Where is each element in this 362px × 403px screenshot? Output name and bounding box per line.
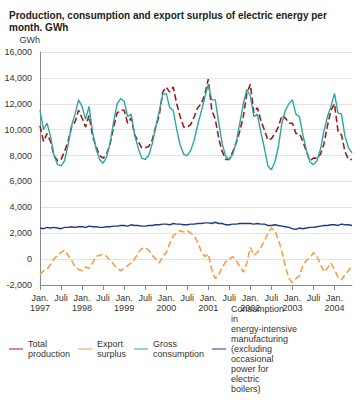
svg-text:Jan.: Jan.: [116, 293, 133, 303]
svg-text:Juli: Juli: [54, 293, 68, 303]
svg-text:Juli: Juli: [307, 293, 321, 303]
svg-text:2,000: 2,000: [9, 228, 32, 238]
svg-text:consumption: consumption: [153, 349, 204, 359]
svg-text:Production, consumption and ex: Production, consumption and export surpl…: [9, 10, 330, 21]
svg-text:in: in: [231, 314, 238, 324]
svg-text:6,000: 6,000: [9, 176, 32, 186]
svg-text:2000: 2000: [156, 303, 176, 313]
svg-text:Jan.: Jan.: [31, 293, 48, 303]
svg-text:production: production: [28, 349, 70, 359]
svg-text:12,000: 12,000: [4, 99, 32, 109]
svg-text:2001: 2001: [198, 303, 218, 313]
svg-text:Juli: Juli: [265, 293, 279, 303]
svg-text:8,000: 8,000: [9, 151, 32, 161]
svg-text:Gross: Gross: [153, 339, 178, 349]
svg-text:Jan.: Jan.: [326, 293, 343, 303]
svg-text:1997: 1997: [30, 303, 50, 313]
svg-text:1999: 1999: [114, 303, 134, 313]
svg-text:energy-intensive: energy-intensive: [231, 324, 297, 334]
svg-text:10,000: 10,000: [4, 125, 32, 135]
svg-text:2004: 2004: [324, 303, 344, 313]
svg-text:power for: power for: [231, 364, 269, 374]
svg-text:Jan.: Jan.: [200, 293, 217, 303]
svg-text:Jan.: Jan.: [158, 293, 175, 303]
svg-text:month. GWh: month. GWh: [9, 22, 68, 33]
svg-text:Consumption: Consumption: [231, 304, 284, 314]
svg-text:manufacturing: manufacturing: [231, 334, 288, 344]
svg-text:Total: Total: [28, 339, 47, 349]
svg-text:Jan.: Jan.: [284, 293, 301, 303]
svg-text:1998: 1998: [72, 303, 92, 313]
svg-text:-2,000: -2,000: [6, 280, 32, 290]
svg-text:Jan.: Jan.: [242, 293, 259, 303]
svg-text:electric: electric: [231, 374, 260, 384]
svg-text:(excluding: (excluding: [231, 344, 272, 354]
svg-text:Juli: Juli: [223, 293, 237, 303]
svg-text:Juli: Juli: [138, 293, 152, 303]
svg-text:GWh: GWh: [19, 35, 40, 45]
svg-text:boilers): boilers): [231, 384, 261, 394]
svg-text:Jan.: Jan.: [74, 293, 91, 303]
svg-text:2003: 2003: [282, 303, 302, 313]
svg-text:Juli: Juli: [180, 293, 194, 303]
svg-text:14,000: 14,000: [4, 73, 32, 83]
svg-text:0: 0: [27, 254, 32, 264]
svg-text:Juli: Juli: [96, 293, 110, 303]
svg-text:Export: Export: [97, 339, 124, 349]
svg-text:surplus: surplus: [97, 349, 127, 359]
svg-text:4,000: 4,000: [9, 202, 32, 212]
svg-text:16,000: 16,000: [4, 47, 32, 57]
svg-text:occasional: occasional: [231, 354, 274, 364]
